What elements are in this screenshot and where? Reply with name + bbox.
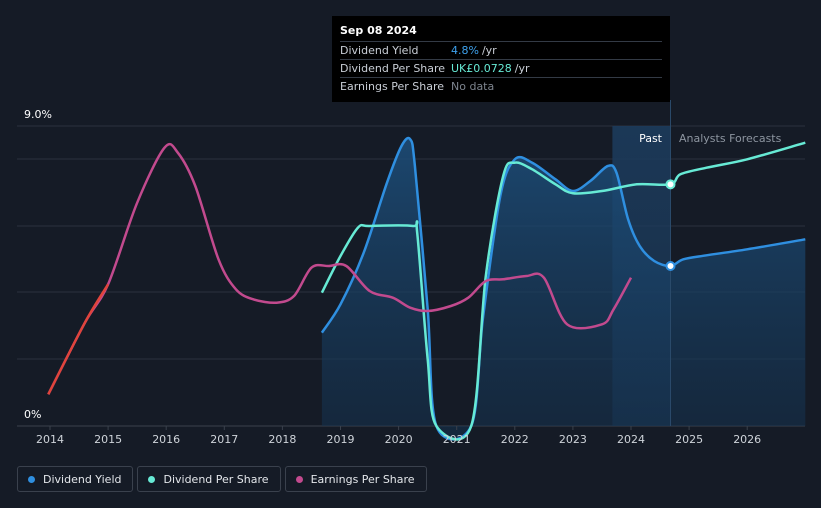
x-tick-label: 2023 (559, 433, 587, 446)
tooltip-unit: /yr (481, 44, 497, 57)
legend-label: Dividend Yield (43, 472, 122, 486)
tooltip: Sep 08 2024 Dividend Yield 4.8%/yr Divid… (332, 16, 670, 102)
legend-label: Earnings Per Share (310, 472, 415, 486)
legend-item-earnings-per-share[interactable]: Earnings Per Share (284, 466, 427, 492)
earnings-per-share-series (47, 142, 633, 395)
forecast-label: Analysts Forecasts (679, 132, 782, 145)
x-tick-label: 2016 (152, 433, 180, 446)
x-tick-label: 2018 (268, 433, 296, 446)
x-tick-label: 2026 (733, 433, 761, 446)
past-label: Past (639, 132, 663, 145)
legend-dot-icon (295, 475, 303, 483)
tooltip-row-dividend-yield: Dividend Yield 4.8%/yr (340, 42, 662, 60)
dividend-yield-marker (665, 261, 676, 271)
chart: 2014 2015 2016 2017 2018 2019 2020 2021 2022 2023… (17, 100, 806, 446)
earnings-per-share-line-early (47, 283, 110, 395)
x-tick-label: 2020 (385, 433, 413, 446)
tooltip-label: Dividend Yield (340, 44, 419, 57)
x-tick-label: 2024 (617, 433, 645, 446)
tooltip-value: 4.8% (451, 44, 479, 57)
tooltip-date: Sep 08 2024 (340, 21, 662, 42)
dividend-per-share-marker (665, 179, 676, 190)
x-tick-label: 2014 (36, 433, 64, 446)
tooltip-value: No data (451, 80, 495, 93)
legend-dot-icon (28, 475, 35, 483)
dividend-yield-line (320, 136, 806, 441)
tooltip-label: Earnings Per Share (340, 80, 445, 93)
x-tick-label: 2021 (443, 433, 471, 446)
tooltip-value: UK£0.0728 (451, 62, 512, 75)
x-tick-label: 2015 (94, 433, 122, 446)
legend-item-dividend-yield[interactable]: Dividend Yield (17, 466, 134, 492)
x-tick-label: 2025 (675, 433, 703, 446)
x-tick-label: 2019 (327, 433, 355, 446)
tooltip-row-earnings-per-share: Earnings Per Share No data (340, 78, 662, 95)
x-tick-label: 2017 (210, 433, 238, 446)
legend-item-dividend-per-share[interactable]: Dividend Per Share (137, 466, 281, 492)
tooltip-row-dividend-per-share: Dividend Per Share UK£0.0728/yr (340, 60, 662, 78)
legend-label: Dividend Per Share (163, 472, 269, 486)
legend: Dividend Yield Dividend Per Share Earnin… (17, 466, 427, 492)
tooltip-label: Dividend Per Share (340, 62, 446, 75)
legend-dot-icon (148, 475, 156, 483)
x-tick-label: 2022 (501, 433, 529, 446)
y-axis-tick-top: 9.0% (24, 108, 52, 121)
earnings-per-share-line (47, 142, 633, 395)
dividend-yield-area (321, 138, 806, 440)
tooltip-unit: /yr (514, 62, 530, 75)
y-axis-tick-bottom: 0% (24, 408, 41, 421)
